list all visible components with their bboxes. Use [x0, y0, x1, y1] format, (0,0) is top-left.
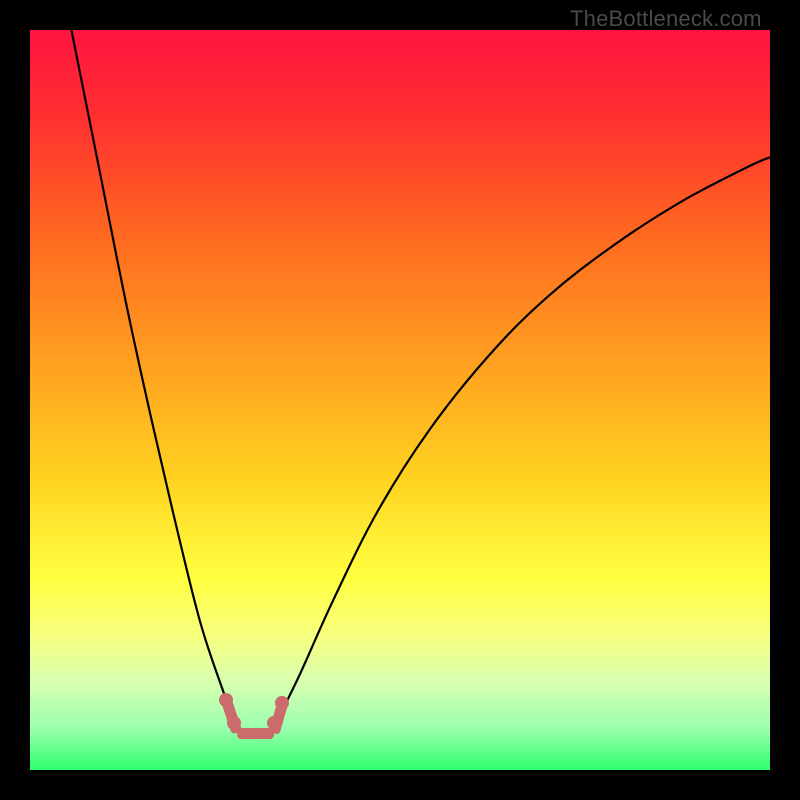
chart-canvas: TheBottleneck.com — [0, 0, 800, 800]
curve-marker — [219, 693, 233, 707]
plot-area — [30, 30, 770, 770]
curve-overlays — [30, 30, 770, 770]
curve-marker — [227, 716, 241, 730]
watermark-text: TheBottleneck.com — [570, 6, 762, 32]
curve-marker — [275, 696, 289, 710]
curve-marker — [267, 716, 281, 730]
